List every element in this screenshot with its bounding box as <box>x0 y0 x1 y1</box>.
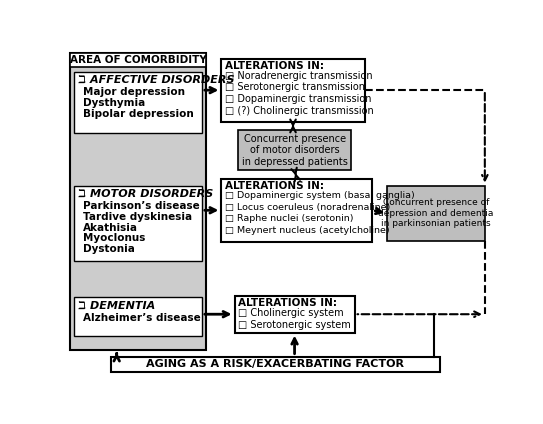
Bar <box>387 186 485 241</box>
Text: Major depression: Major depression <box>84 87 185 97</box>
Text: ℶ MOTOR DISORDERS: ℶ MOTOR DISORDERS <box>78 189 213 199</box>
Text: □ Serotonergic system: □ Serotonergic system <box>238 320 351 329</box>
Text: Concurrent presence of
depression and dementia
in parkinsonian patients: Concurrent presence of depression and de… <box>378 198 494 228</box>
Text: ℶ AFFECTIVE DISORDERS: ℶ AFFECTIVE DISORDERS <box>78 75 235 85</box>
Bar <box>222 59 365 122</box>
Bar <box>70 53 206 350</box>
Text: Tardive dyskinesia: Tardive dyskinesia <box>84 212 193 222</box>
Text: ℶ DEMENTIA: ℶ DEMENTIA <box>78 300 155 310</box>
Text: AREA OF COMORBIDITY: AREA OF COMORBIDITY <box>70 55 206 65</box>
Text: Dystonia: Dystonia <box>84 244 135 254</box>
Text: □ Noradrenergic transmission: □ Noradrenergic transmission <box>225 71 373 81</box>
Text: ALTERATIONS IN:: ALTERATIONS IN: <box>225 181 324 191</box>
Text: Parkinson’s disease: Parkinson’s disease <box>84 201 200 211</box>
Bar <box>74 72 202 133</box>
Text: □ (?) Cholinergic transmission: □ (?) Cholinergic transmission <box>225 106 374 116</box>
Text: □ Locus coeruleus (noradrenaline): □ Locus coeruleus (noradrenaline) <box>225 203 390 212</box>
Bar <box>74 186 202 261</box>
Bar <box>74 297 202 336</box>
Text: Alzheimer’s disease: Alzheimer’s disease <box>84 312 201 323</box>
Bar <box>110 357 440 372</box>
Text: □ Cholinergic system: □ Cholinergic system <box>238 308 344 318</box>
Text: Concurrent presence
of motor disorders
in depressed patients: Concurrent presence of motor disorders i… <box>242 134 348 167</box>
Bar <box>222 179 372 242</box>
Text: □ Dopaminergic system (basal ganglia): □ Dopaminergic system (basal ganglia) <box>225 191 415 200</box>
Text: ALTERATIONS IN:: ALTERATIONS IN: <box>238 298 337 308</box>
Bar <box>70 53 206 67</box>
Text: AGING AS A RISK/EXACERBATING FACTOR: AGING AS A RISK/EXACERBATING FACTOR <box>146 359 404 369</box>
Bar <box>235 296 355 333</box>
Text: □ Raphe nuclei (serotonin): □ Raphe nuclei (serotonin) <box>225 214 353 223</box>
Bar <box>238 130 351 170</box>
Text: □ Serotonergic transmission: □ Serotonergic transmission <box>225 82 365 92</box>
Text: Bipolar depression: Bipolar depression <box>84 109 194 119</box>
Text: Myoclonus: Myoclonus <box>84 233 146 243</box>
Text: □ Meynert nucleus (acetylcholine): □ Meynert nucleus (acetylcholine) <box>225 226 390 234</box>
Text: Dysthymia: Dysthymia <box>84 98 146 108</box>
Text: Akathisia: Akathisia <box>84 223 138 233</box>
Text: ALTERATIONS IN:: ALTERATIONS IN: <box>225 61 324 71</box>
Text: □ Dopaminergic transmission: □ Dopaminergic transmission <box>225 94 372 104</box>
